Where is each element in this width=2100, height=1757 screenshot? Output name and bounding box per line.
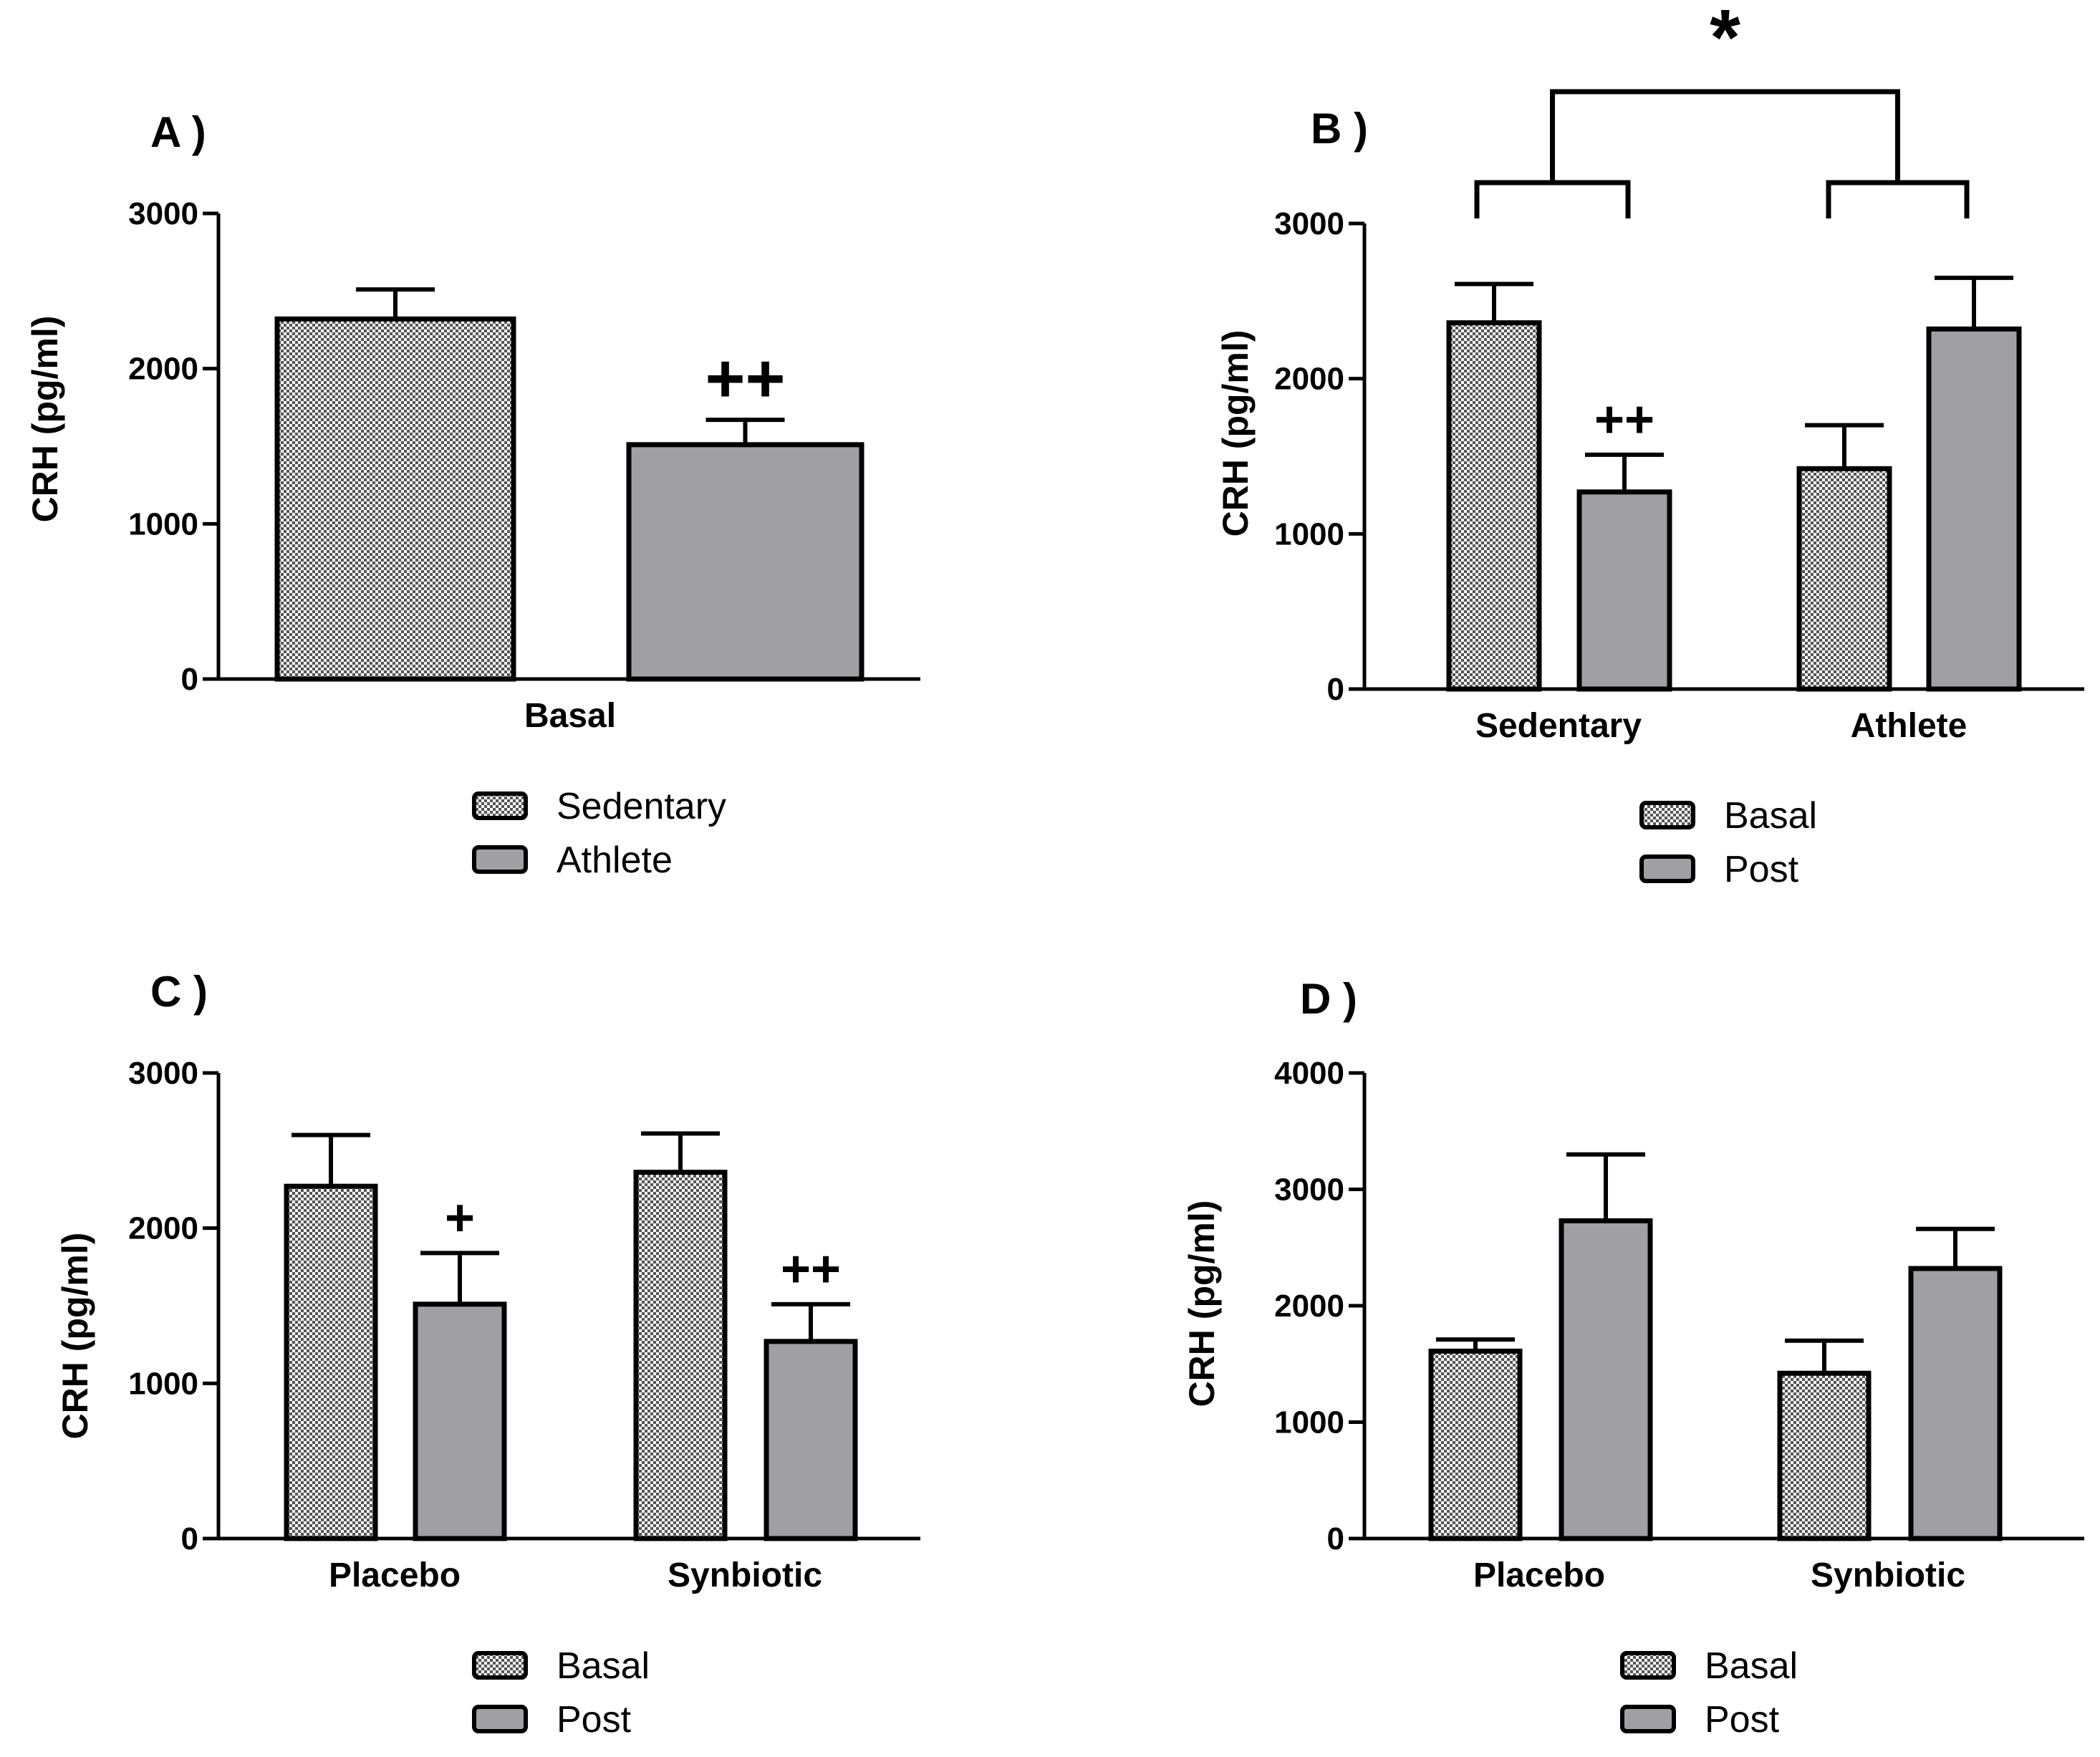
y-tick-label: 3000 [128, 196, 198, 231]
y-tick-label: 1000 [1274, 1405, 1344, 1440]
legend-swatch [1639, 855, 1695, 883]
y-tick-label: 0 [181, 662, 198, 697]
panel-label: D ) [1300, 975, 1357, 1023]
bar-basal-athlete [1796, 466, 1892, 692]
legend-label: Basal [1705, 1645, 1798, 1687]
y-tick-label: 0 [1327, 1521, 1344, 1556]
panel-label: C ) [150, 968, 208, 1016]
bar-post-athlete [1926, 326, 2022, 692]
legend-label: Basal [557, 1645, 650, 1687]
legend-swatch [472, 845, 528, 874]
y-tick-label: 4000 [1274, 1056, 1344, 1091]
x-category-label: Basal [524, 697, 616, 735]
x-category-label: Athlete [1851, 707, 1967, 745]
bar-sedentary-basal [274, 316, 516, 682]
y-tick-label: 2000 [1274, 1289, 1344, 1324]
y-axis-label: CRH (pg/ml) [1182, 1200, 1222, 1407]
panel-label: A ) [150, 108, 206, 156]
y-tick-label: 2000 [128, 1211, 198, 1246]
legend-swatch [1620, 1705, 1676, 1733]
significance-mark: ++ [1594, 391, 1655, 448]
y-axis-label: CRH (pg/ml) [25, 316, 65, 523]
x-category-label: Synbiotic [1811, 1556, 1965, 1594]
y-tick-label: 1000 [128, 1366, 198, 1401]
bar-post-synbiotic [1908, 1266, 2003, 1541]
legend-label: Post [557, 1699, 632, 1741]
y-tick-label: 3000 [128, 1056, 198, 1091]
legend-swatch [472, 1651, 528, 1680]
bar-post-sedentary [1576, 489, 1672, 692]
bar-post-placebo [1559, 1218, 1653, 1541]
legend-swatch [472, 1705, 528, 1733]
significance-star: * [1710, 0, 1740, 82]
panel-d: D ) CRH (pg/ml) 0 1000 2000 3000 4000 Placebo Sy… [1182, 975, 2084, 1741]
y-tick-label: 3000 [1274, 206, 1344, 241]
significance-mark: ++ [781, 1241, 841, 1298]
legend-swatch [472, 791, 528, 820]
y-tick-label: 0 [181, 1521, 198, 1556]
panel-a: A ) CRH (pg/ml) 0 1000 2000 3000 Basal ++ Sedent… [25, 108, 920, 881]
y-tick-label: 0 [1327, 672, 1344, 707]
significance-mark: + [445, 1189, 475, 1246]
panel-c: C ) CRH (pg/ml) 0 1000 2000 3000 Placebo Synbio… [55, 968, 920, 1741]
y-tick-label: 1000 [128, 506, 198, 541]
bracket-left [1474, 180, 1631, 218]
legend-label: Athlete [557, 839, 673, 881]
legend-label: Basal [1724, 795, 1817, 837]
y-tick-label: 3000 [1274, 1173, 1344, 1208]
bracket-top [1550, 89, 1900, 183]
y-tick-label: 2000 [128, 352, 198, 387]
x-category-label: Placebo [1473, 1556, 1605, 1594]
bar-post-placebo [413, 1301, 507, 1541]
y-axis-label: CRH (pg/ml) [1215, 330, 1256, 537]
legend-label: Post [1705, 1699, 1780, 1741]
legend-swatch [1620, 1651, 1676, 1680]
legend-label: Sedentary [557, 786, 726, 827]
bar-post-synbiotic [764, 1339, 858, 1541]
bracket-right [1826, 180, 1970, 218]
bar-basal-synbiotic [633, 1170, 728, 1541]
x-category-label: Synbiotic [668, 1556, 822, 1594]
legend-label: Post [1724, 849, 1799, 890]
bar-basal-placebo [284, 1183, 378, 1541]
bar-basal-sedentary [1446, 320, 1542, 692]
bar-basal-placebo [1428, 1348, 1523, 1541]
x-category-label: Sedentary [1475, 707, 1642, 745]
bar-basal-synbiotic [1777, 1370, 1872, 1541]
x-category-label: Placebo [329, 1556, 461, 1594]
panel-b: B ) CRH (pg/ml) 0 1000 2000 3000 Sedentary Athl… [1215, 0, 2084, 890]
significance-mark: ++ [705, 340, 785, 417]
y-tick-label: 2000 [1274, 362, 1344, 397]
legend-swatch [1639, 801, 1695, 829]
panel-label: B ) [1311, 105, 1368, 153]
bar-athlete-basal [626, 442, 864, 682]
y-axis-label: CRH (pg/ml) [55, 1233, 95, 1440]
y-tick-label: 1000 [1274, 516, 1344, 552]
